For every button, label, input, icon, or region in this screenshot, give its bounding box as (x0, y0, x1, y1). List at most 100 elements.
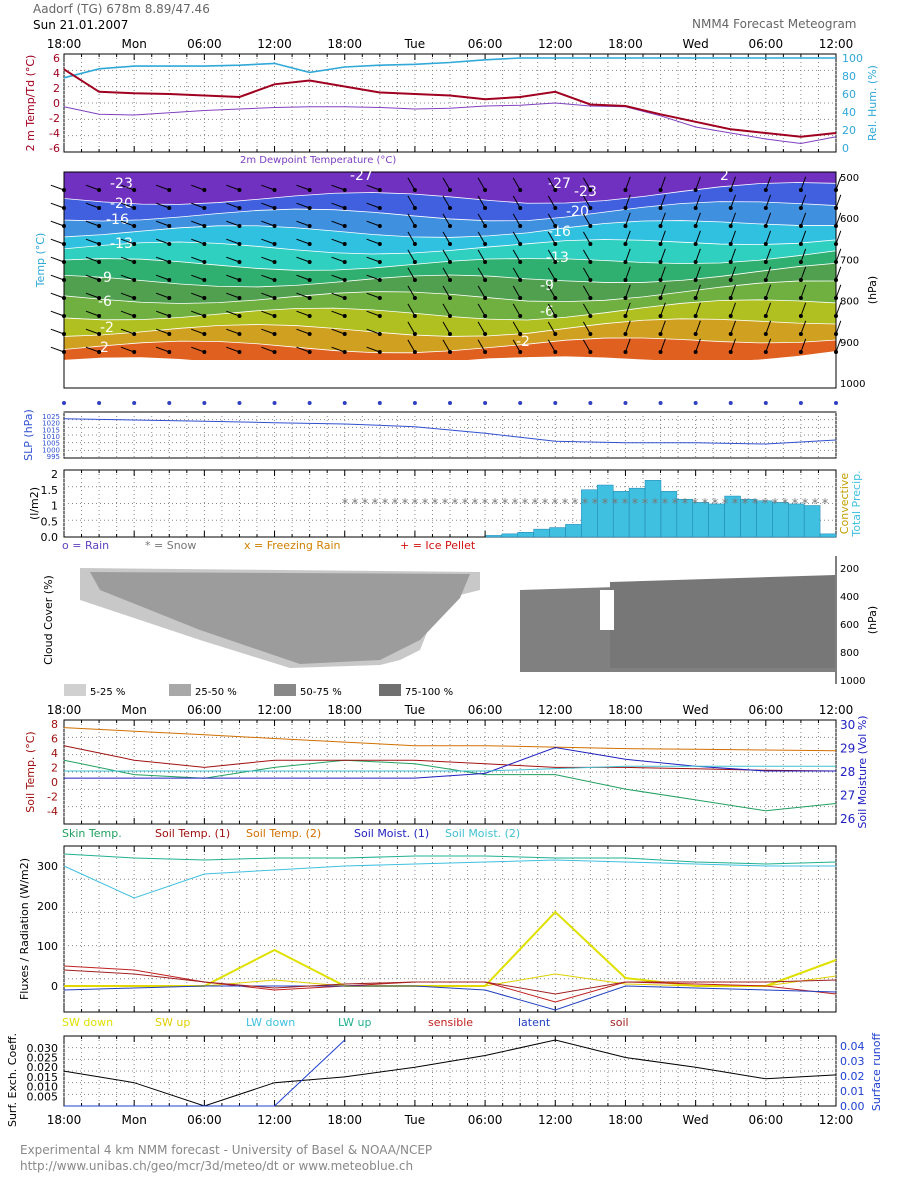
surface-wind-dot (97, 401, 102, 405)
wind-barb (296, 202, 310, 209)
contour-label: -9 (98, 270, 112, 286)
wind-barb (226, 346, 240, 353)
wind-barb (407, 213, 416, 227)
wind-barb (50, 238, 65, 245)
snow-marker: * (802, 497, 809, 512)
forecast-date: Sun 21.01.2007 (33, 18, 129, 32)
time-label: 12:00 (257, 1113, 292, 1127)
wind-barb (547, 303, 556, 317)
y-tick-label: 8 (51, 718, 58, 731)
time-label: 18:00 (327, 37, 362, 51)
wind-barb (85, 292, 100, 299)
pressure-tick-label: 500 (840, 173, 859, 184)
soil-series-line (64, 746, 836, 779)
y2-tick-label: 0.02 (840, 1070, 865, 1083)
wind-barb (366, 310, 380, 317)
wind-barb (765, 176, 772, 191)
cloud-pressure-label: 1000 (840, 676, 865, 687)
cloud-legend-item: 25-50 % (195, 687, 237, 698)
wind-barb (730, 284, 736, 299)
wind-barb (660, 194, 666, 209)
wind-barb (155, 202, 170, 209)
y-tick-label: 1 (51, 500, 58, 513)
wind-barb (695, 338, 701, 353)
y-tick-label: 1015 (42, 426, 60, 434)
wind-barb (407, 267, 416, 281)
cloud-legend-item: 75-100 % (405, 687, 453, 698)
dewpoint-line (63, 102, 837, 145)
wind-barb (155, 238, 170, 245)
exchange-coeff-line (63, 1039, 837, 1107)
wind-barb (442, 177, 451, 191)
flux-legend-item: LW down (246, 1016, 295, 1029)
wind-barb (512, 195, 521, 209)
snow-marker: * (772, 497, 779, 512)
flux-series-line (63, 859, 836, 899)
surface-wind-dot (307, 401, 312, 405)
wind-barb (660, 230, 666, 245)
soil-legend-item: Soil Temp. (1) (155, 827, 230, 840)
wind-barb (85, 346, 100, 353)
snow-marker: * (642, 497, 649, 512)
wind-barb (296, 292, 310, 299)
wind-barb (660, 212, 666, 227)
wind-barb (624, 338, 631, 353)
wind-barb (582, 267, 591, 281)
wind-barb (407, 303, 416, 317)
pressure-tick-label: 800 (840, 297, 859, 308)
wind-barb (765, 302, 772, 317)
surface-wind-dot (798, 401, 803, 405)
wind-barb (407, 249, 416, 263)
wind-barb (50, 292, 65, 299)
y2-axis-label: (hPa) (866, 606, 879, 634)
y2-axis-label: (hPa) (866, 276, 879, 304)
cloud-legend-swatch (274, 684, 296, 696)
time-label: 18:00 (327, 703, 362, 717)
wind-barb (366, 220, 380, 227)
wind-barb (477, 213, 486, 227)
wind-barb (191, 292, 205, 299)
snow-marker: * (602, 497, 609, 512)
wind-barb (331, 220, 345, 227)
y-tick-label: -2 (47, 790, 58, 803)
wind-barb (835, 248, 842, 263)
wind-barb (226, 274, 240, 281)
wind-barb (331, 202, 345, 209)
snow-marker: * (542, 497, 549, 512)
snow-marker: * (422, 497, 429, 512)
wind-barb (442, 303, 451, 317)
y-tick-label: 0 (51, 980, 58, 993)
wind-barb (660, 320, 666, 335)
wind-barb (407, 177, 416, 191)
wind-barb (624, 230, 631, 245)
time-label: 12:00 (819, 703, 854, 717)
wind-barb (800, 320, 807, 335)
wind-barb (50, 220, 65, 227)
wind-barb (226, 256, 240, 263)
wind-barb (512, 231, 521, 245)
time-label: 06:00 (187, 37, 222, 51)
contour-label: -13 (546, 250, 569, 266)
wind-barb (624, 302, 631, 317)
wind-barb (50, 184, 65, 191)
snow-marker: * (572, 497, 579, 512)
snow-marker: * (432, 497, 439, 512)
time-label: 18:00 (608, 37, 643, 51)
wind-barb (296, 274, 310, 281)
wind-barb (155, 346, 170, 353)
time-label: 06:00 (468, 703, 503, 717)
cloud-legend-swatch (64, 684, 86, 696)
soil-series-line (63, 727, 837, 752)
time-label: 18:00 (47, 703, 82, 717)
contour-label: -23 (110, 176, 133, 192)
time-label: 06:00 (187, 1113, 222, 1127)
time-label: 12:00 (538, 1113, 573, 1127)
surface-wind-dot (272, 401, 277, 405)
wind-barb (120, 238, 135, 245)
flux-series-line (63, 969, 837, 995)
wind-barb (191, 328, 205, 335)
y2-tick-label: 26 (840, 812, 855, 826)
cloud-pressure-label: 200 (840, 564, 859, 575)
y-tick-label: 4 (53, 67, 60, 80)
y-tick-label: 2 (53, 82, 60, 95)
